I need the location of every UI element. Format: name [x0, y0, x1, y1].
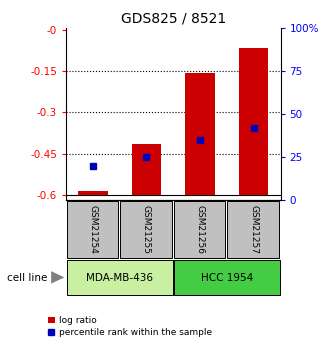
Bar: [78, 190, 108, 195]
Text: HCC 1954: HCC 1954: [201, 273, 253, 283]
Bar: [239, 48, 268, 195]
Text: MDA-MB-436: MDA-MB-436: [86, 273, 153, 283]
Polygon shape: [51, 271, 64, 284]
Text: GSM21256: GSM21256: [196, 205, 205, 254]
Bar: [185, 73, 215, 195]
Text: GSM21254: GSM21254: [88, 205, 97, 254]
Bar: [120, 201, 172, 258]
Title: GDS825 / 8521: GDS825 / 8521: [121, 11, 226, 25]
Text: GSM21255: GSM21255: [142, 205, 151, 254]
Text: cell line: cell line: [7, 273, 47, 283]
Bar: [174, 260, 280, 295]
Text: GSM21257: GSM21257: [249, 205, 258, 254]
Bar: [174, 201, 225, 258]
Bar: [67, 260, 173, 295]
Bar: [132, 144, 161, 195]
Legend: log ratio, percentile rank within the sample: log ratio, percentile rank within the sa…: [44, 313, 215, 341]
Bar: [67, 201, 118, 258]
Bar: [227, 201, 279, 258]
